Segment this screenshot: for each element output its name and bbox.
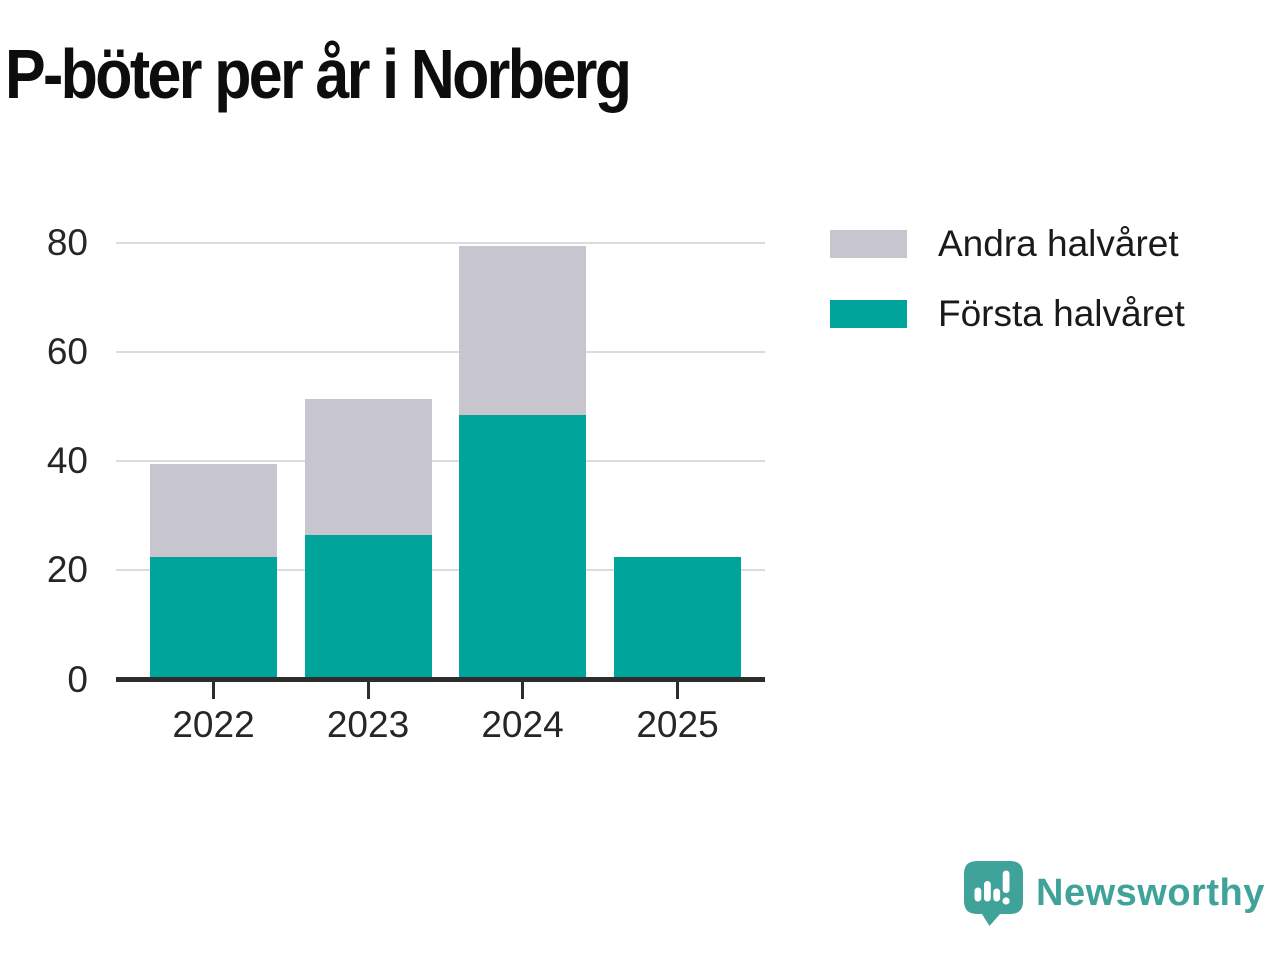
legend: Andra halvåret Första halvåret (830, 223, 1185, 335)
logo-bar-2 (984, 881, 991, 902)
x-tick-label-2025: 2025 (636, 704, 719, 745)
legend-swatch (830, 230, 907, 259)
chart-title: P-böter per år i Norberg (5, 35, 632, 113)
legend-item: Andra halvåret (830, 223, 1185, 265)
gridline-80 (116, 242, 765, 244)
bar-2022-segment-andra-halvaret (150, 464, 277, 557)
x-tick-2024 (521, 682, 524, 699)
brand-name: Newsworthy (1036, 871, 1265, 914)
y-tick-label-40: 40 (46, 440, 88, 482)
bar-2025-segment-forsta-halvaret (614, 556, 741, 677)
logo-bar-1 (974, 887, 982, 902)
bar-2024 (459, 245, 586, 677)
logo-exclamation-bar (1002, 870, 1010, 893)
bar-2024-segment-andra-halvaret (459, 245, 586, 416)
newsworthy-logo-icon (964, 861, 1023, 926)
legend-swatch (830, 300, 907, 329)
bar-2023-segment-andra-halvaret (304, 398, 432, 536)
legend-label: Första halvåret (938, 292, 1185, 334)
bar-2025 (614, 556, 741, 677)
legend-label: Andra halvåret (938, 223, 1179, 264)
bar-2023 (304, 398, 432, 677)
x-tick-label-2024: 2024 (481, 704, 564, 745)
y-tick-label-20: 20 (46, 549, 88, 591)
logo-bar-3 (993, 888, 1001, 902)
legend-item: Första halvåret (830, 292, 1185, 335)
y-tick-label-80: 80 (46, 222, 88, 263)
y-tick-label-0: 0 (67, 658, 88, 700)
gridline-40 (116, 460, 765, 463)
x-axis-line (116, 677, 765, 682)
x-tick-label-2023: 2023 (326, 704, 410, 745)
bar-2022 (150, 464, 277, 677)
gridline-20 (116, 569, 765, 572)
logo-exclamation-dot (1002, 897, 1010, 905)
bar-2024-segment-forsta-halvaret (459, 415, 586, 677)
y-tick-label-60: 60 (46, 331, 88, 373)
brand-footer: Newsworthy (958, 856, 1265, 930)
x-tick-2023 (366, 682, 370, 699)
bar-2023-segment-forsta-halvaret (304, 535, 432, 677)
x-tick-2022 (212, 682, 215, 699)
x-tick-2025 (676, 682, 679, 699)
gridline-60 (116, 351, 765, 354)
x-tick-label-2022: 2022 (172, 704, 255, 745)
bar-2022-segment-forsta-halvaret (150, 556, 277, 677)
